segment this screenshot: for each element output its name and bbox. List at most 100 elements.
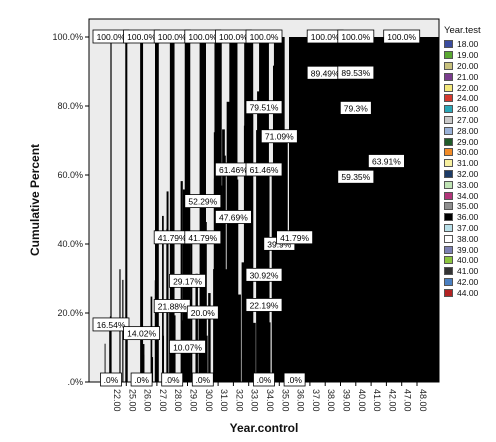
bar: [125, 37, 128, 382]
x-tick-label: 41.00: [372, 389, 382, 412]
data-label-text: .0%: [134, 375, 149, 385]
data-label-box: [169, 273, 206, 288]
legend-item: 28.00: [444, 125, 496, 136]
data-label: 100.0%: [153, 29, 191, 44]
bar: [252, 322, 256, 382]
data-label-text: 61.46%: [250, 165, 279, 175]
data-label-box: [186, 305, 219, 320]
data-label: 100.0%: [383, 29, 421, 44]
bar: [185, 346, 189, 382]
data-label-box: [245, 267, 283, 282]
bar: [280, 198, 285, 382]
legend-item: 19.00: [444, 50, 496, 61]
legend-label: 35.00: [457, 201, 479, 212]
legend-item: 44.00: [444, 287, 496, 298]
legend-item: 24.00: [444, 93, 496, 104]
legend-swatch: [444, 288, 453, 297]
legend-swatch: [444, 148, 453, 157]
legend-swatch: [444, 126, 453, 135]
bar: [272, 65, 277, 382]
x-tick-label: 48.00: [418, 389, 428, 412]
legend-label: 28.00: [457, 125, 479, 136]
bar: [141, 300, 143, 382]
legend-item: 21.00: [444, 71, 496, 82]
data-label-text: 100.0%: [127, 32, 156, 42]
legend-swatch: [444, 256, 453, 265]
x-tick-label: 27.00: [158, 389, 168, 412]
bar: [257, 91, 261, 382]
data-label: 100.0%: [245, 29, 283, 44]
data-label: 100.0%: [92, 29, 130, 44]
data-label-box: [283, 372, 306, 387]
data-label: 63.91%: [367, 154, 405, 168]
legend-item: 37.00: [444, 223, 496, 234]
legend-label: 40.00: [457, 255, 479, 266]
bar: [208, 293, 211, 382]
data-label-text: 61.46%: [219, 165, 248, 175]
legend-label: 26.00: [457, 104, 479, 115]
legend-swatch: [444, 191, 453, 200]
legend-label: 32.00: [457, 168, 479, 179]
legend-label: 21.00: [457, 71, 479, 82]
data-label-text: .0%: [195, 375, 210, 385]
data-label-text: 63.91%: [372, 157, 401, 167]
data-label-text: .0%: [165, 375, 180, 385]
bar: [213, 132, 217, 382]
data-label: 41.79%: [184, 230, 222, 245]
data-label-box: [337, 65, 375, 80]
bar: [184, 37, 191, 382]
legend-label: 18.00: [457, 39, 479, 50]
bar: [287, 237, 292, 382]
data-label-text: 41.79%: [188, 233, 217, 243]
legend-label: 20.00: [457, 60, 479, 71]
data-label-box: [184, 230, 222, 245]
legend-swatch: [444, 51, 453, 60]
y-tick-label: 100.0%: [52, 32, 83, 42]
data-label-text: 100.0%: [97, 32, 126, 42]
x-tick-label: 38.00: [326, 389, 336, 412]
x-tick-label: 29.00: [189, 389, 199, 412]
data-label-box: [339, 101, 372, 115]
data-label-text: 59.35%: [341, 172, 370, 182]
legend-item: 26.00: [444, 104, 496, 115]
data-label-text: 22.19%: [250, 300, 279, 310]
legend-label: 22.00: [457, 82, 479, 93]
data-label-box: [161, 372, 184, 387]
data-label-box: [337, 29, 375, 44]
bar: [249, 114, 254, 382]
legend-swatch: [444, 137, 453, 146]
legend-item: 41.00: [444, 266, 496, 277]
data-label-box: [337, 169, 375, 184]
legend-label: 31.00: [457, 158, 479, 169]
data-label-box: [367, 154, 405, 168]
bar: [243, 279, 248, 382]
data-label: 100.0%: [337, 29, 375, 44]
legend-label: 33.00: [457, 179, 479, 190]
data-label: 20.0%: [186, 305, 219, 320]
legend-label: 42.00: [457, 276, 479, 287]
bar: [237, 294, 241, 382]
legend-label: 39.00: [457, 244, 479, 255]
data-labels: .0% 16.54% 100.0% .0% 14.02% 100.0% .0% 21.88% 4…: [92, 29, 421, 387]
bar: [195, 273, 198, 382]
data-label: 21.88%: [153, 299, 191, 313]
bar: [247, 349, 251, 382]
y-tick-label: 40.0%: [57, 239, 83, 249]
data-label-box: [245, 298, 283, 312]
data-label-box: [214, 210, 252, 224]
bar: [225, 323, 229, 382]
legend-swatch: [444, 202, 453, 211]
legend-label: 37.00: [457, 222, 479, 233]
bar: [259, 253, 264, 382]
legend-swatch: [444, 277, 453, 286]
legend-item: 42.00: [444, 277, 496, 288]
bar: [109, 321, 111, 382]
x-tick-label: 28.00: [173, 389, 183, 412]
legend-item: 36.00: [444, 212, 496, 223]
data-label: 41.79%: [153, 230, 191, 245]
legend-swatch: [444, 213, 453, 222]
bar: [231, 133, 235, 382]
data-label: .0%: [253, 372, 275, 387]
legend-label: 29.00: [457, 136, 479, 147]
data-label-text: 47.69%: [219, 212, 248, 222]
